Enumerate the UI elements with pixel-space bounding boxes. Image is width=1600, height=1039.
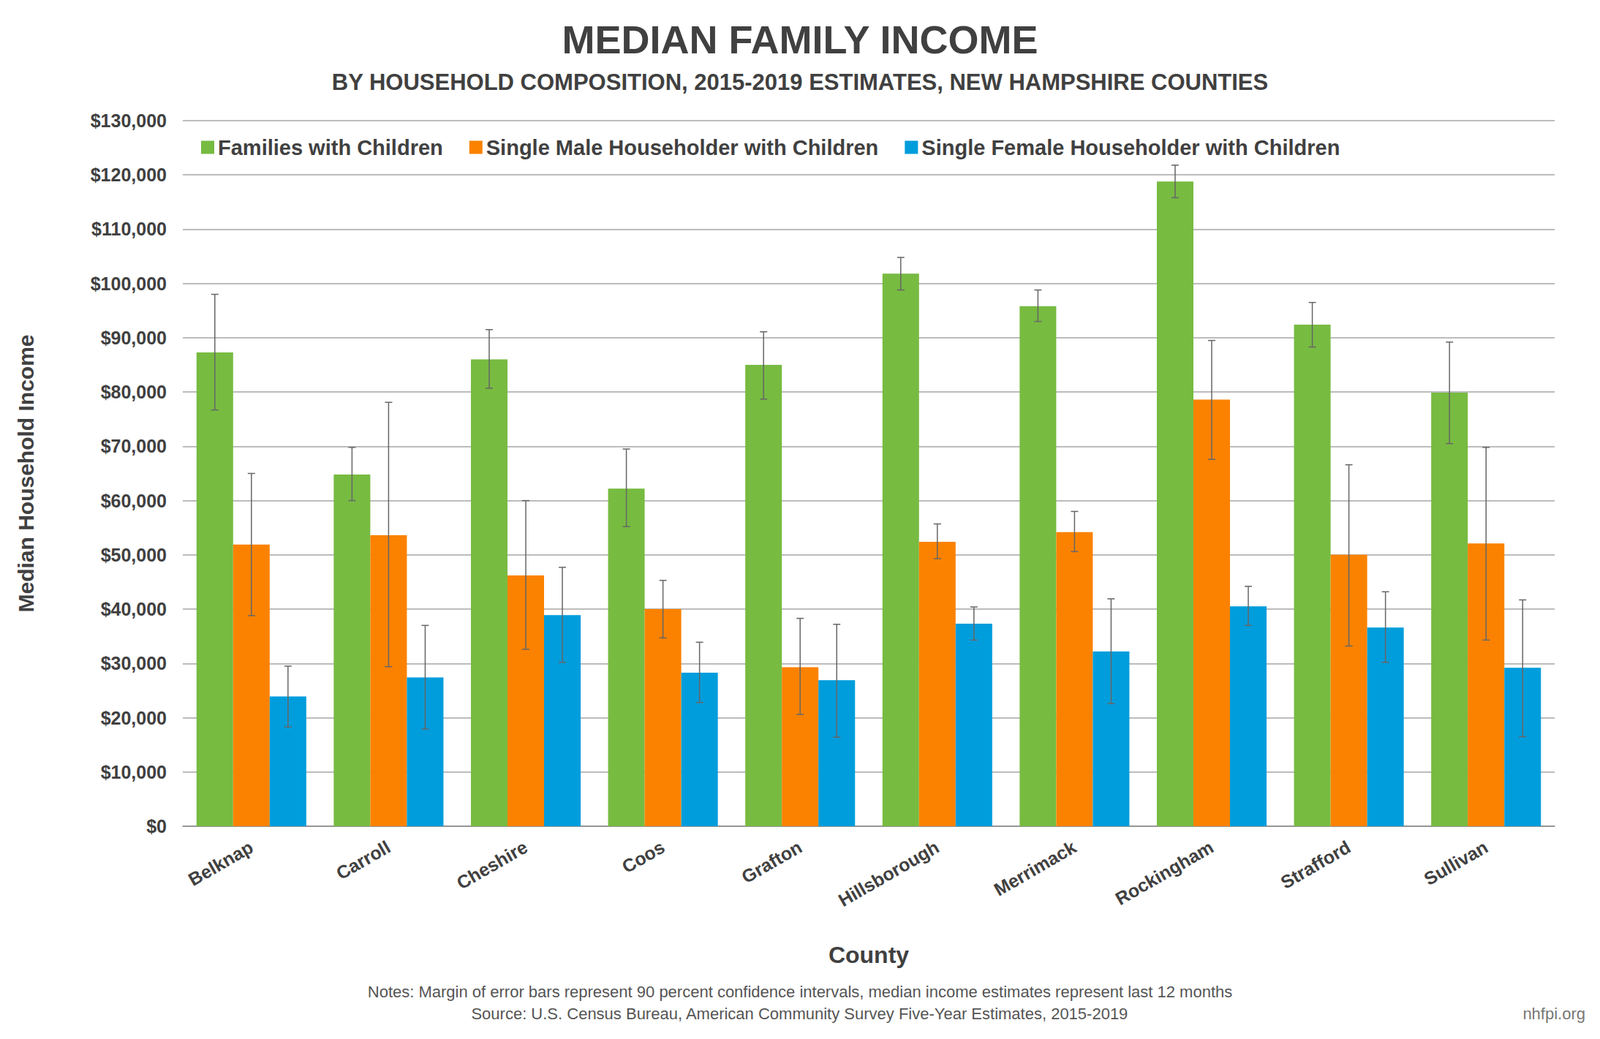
svg-text:$20,000: $20,000 — [100, 707, 167, 729]
svg-text:Single Female Householder with: Single Female Householder with Children — [921, 136, 1340, 160]
svg-text:Carroll: Carroll — [332, 836, 395, 885]
svg-text:$110,000: $110,000 — [91, 218, 167, 240]
svg-text:Belknap: Belknap — [185, 836, 257, 890]
svg-text:nhfpi.org: nhfpi.org — [1522, 1004, 1586, 1024]
svg-text:Median Household Income: Median Household Income — [13, 334, 39, 613]
svg-text:$40,000: $40,000 — [100, 598, 167, 620]
svg-text:Single Male Householder with C: Single Male Householder with Children — [486, 136, 879, 160]
svg-text:$120,000: $120,000 — [90, 164, 167, 186]
svg-text:$70,000: $70,000 — [100, 435, 167, 457]
svg-text:Strafford: Strafford — [1276, 836, 1354, 893]
svg-text:County: County — [828, 941, 909, 969]
svg-text:$0: $0 — [146, 816, 167, 837]
svg-text:Families with Children: Families with Children — [217, 136, 444, 160]
svg-text:MEDIAN FAMILY INCOME: MEDIAN FAMILY INCOME — [561, 17, 1038, 62]
svg-text:$130,000: $130,000 — [90, 110, 167, 131]
svg-text:Hillsborough: Hillsborough — [834, 836, 942, 911]
svg-text:Notes: Margin of error bars re: Notes: Margin of error bars represent 90… — [367, 982, 1233, 1002]
svg-text:$50,000: $50,000 — [100, 544, 167, 566]
svg-text:$60,000: $60,000 — [100, 490, 167, 512]
svg-text:$80,000: $80,000 — [100, 381, 167, 403]
svg-text:Source: U.S. Census Bureau, Am: Source: U.S. Census Bureau, American Com… — [470, 1004, 1128, 1024]
svg-text:Cheshire: Cheshire — [452, 836, 531, 894]
svg-text:$10,000: $10,000 — [100, 761, 167, 783]
svg-text:Rockingham: Rockingham — [1111, 836, 1217, 909]
svg-text:$30,000: $30,000 — [100, 653, 167, 674]
svg-text:Sullivan: Sullivan — [1420, 836, 1492, 890]
svg-text:$100,000: $100,000 — [90, 273, 167, 294]
svg-text:Grafton: Grafton — [737, 836, 806, 888]
svg-text:BY HOUSEHOLD COMPOSITION, 2015: BY HOUSEHOLD COMPOSITION, 2015-2019 ESTI… — [331, 69, 1269, 96]
svg-text:Coos: Coos — [618, 836, 669, 877]
svg-text:Merrimack: Merrimack — [990, 836, 1080, 901]
svg-text:$90,000: $90,000 — [100, 327, 167, 349]
